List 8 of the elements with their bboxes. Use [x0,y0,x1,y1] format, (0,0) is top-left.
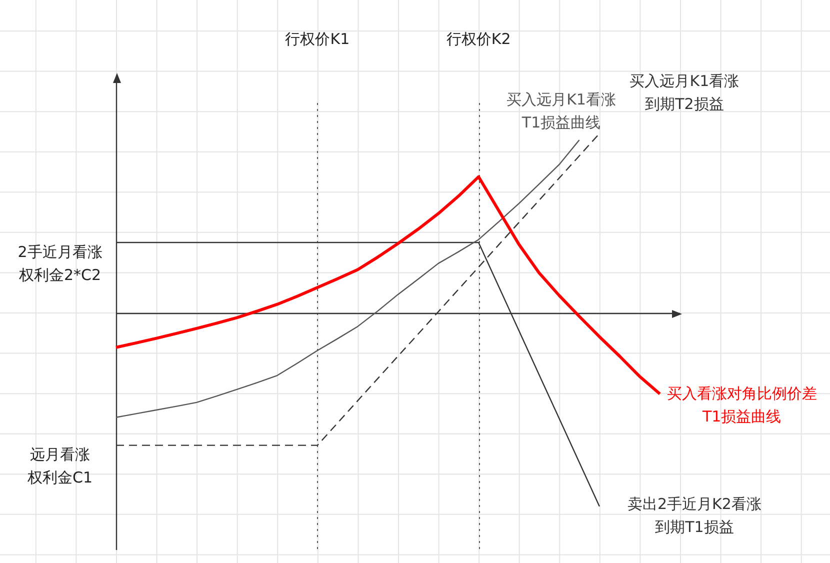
text: 行权价K1 [285,30,350,48]
series-label: 卖出2手近月K2看涨到期T1损益 [627,494,762,536]
text: 买入远月K1看涨到期T2损益 [630,72,740,113]
text: 远月看涨权利金C1 [26,446,93,487]
text: 2手近月看涨权利金2*C2 [18,242,102,284]
text: 行权价K2 [446,30,511,48]
series-label: 买入看涨对角比例价差T1损益曲线 [666,384,817,426]
text: 买入远月K1看涨T1损益曲线 [506,90,616,132]
